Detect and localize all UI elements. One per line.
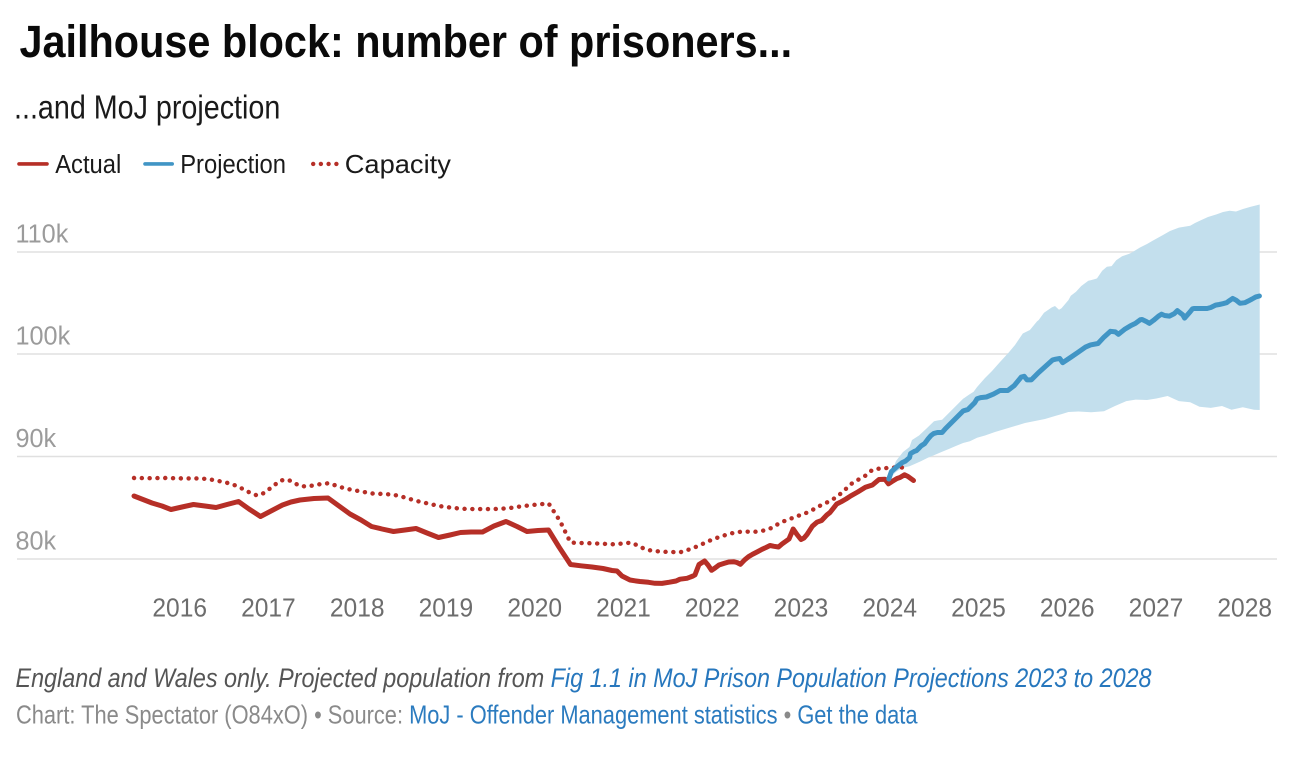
svg-text:2027: 2027 <box>1129 594 1184 623</box>
svg-text:Capacity: Capacity <box>345 150 452 179</box>
svg-text:110k: 110k <box>16 220 69 248</box>
svg-text:2024: 2024 <box>862 594 917 623</box>
svg-text:...and MoJ projection: ...and MoJ projection <box>14 89 280 126</box>
svg-text:90k: 90k <box>16 425 57 453</box>
svg-text:100k: 100k <box>16 322 71 350</box>
svg-text:Chart: The Spectator (O84xO) •: Chart: The Spectator (O84xO) • Source: M… <box>16 701 918 730</box>
svg-text:2016: 2016 <box>152 594 207 623</box>
svg-text:2019: 2019 <box>419 594 474 623</box>
svg-text:2025: 2025 <box>951 594 1006 623</box>
svg-text:80k: 80k <box>16 527 57 555</box>
svg-text:Actual: Actual <box>55 150 121 179</box>
svg-text:2023: 2023 <box>774 594 829 623</box>
svg-text:2021: 2021 <box>596 594 651 623</box>
svg-text:2026: 2026 <box>1040 594 1095 623</box>
svg-text:2020: 2020 <box>507 594 562 623</box>
svg-text:Projection: Projection <box>180 150 286 179</box>
svg-text:England and Wales only. Projec: England and Wales only. Projected popula… <box>16 663 1152 693</box>
svg-text:Jailhouse block: number of pri: Jailhouse block: number of prisoners... <box>20 17 793 67</box>
svg-text:2022: 2022 <box>685 594 740 623</box>
svg-text:2018: 2018 <box>330 594 385 623</box>
svg-text:2017: 2017 <box>241 594 296 623</box>
svg-text:2028: 2028 <box>1217 594 1272 623</box>
